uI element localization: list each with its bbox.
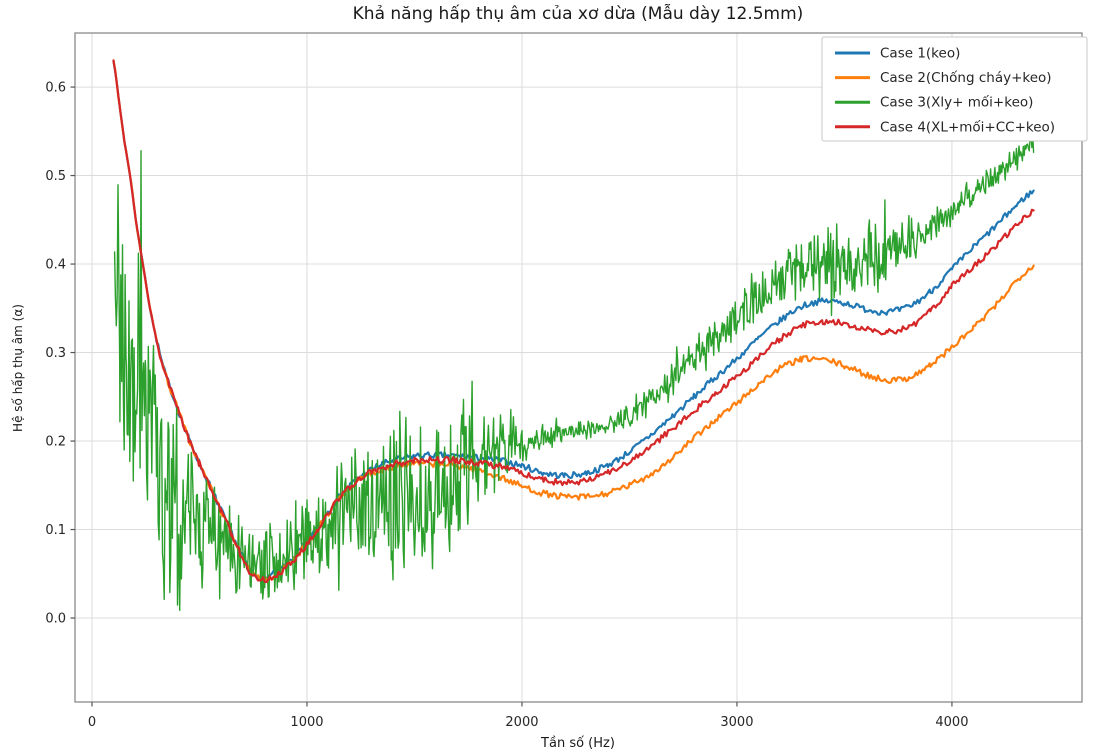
plot-border bbox=[74, 32, 1083, 703]
y-tick-label-0: 0.0 bbox=[45, 612, 66, 627]
x-axis-ticks: 0 1000 2000 3000 4000 bbox=[88, 702, 968, 730]
x-tick-label-1000: 1000 bbox=[290, 715, 323, 730]
y-tick-label-0.3: 0.3 bbox=[45, 346, 66, 361]
y-axis-label: Hệ số hấp thụ âm (α) bbox=[11, 304, 25, 432]
curve-case3 bbox=[113, 135, 1035, 612]
y-tick-label-0.1: 0.1 bbox=[45, 523, 66, 538]
y-tick-label-0.4: 0.4 bbox=[45, 258, 66, 273]
data-curves bbox=[112, 59, 1035, 612]
y-tick-label-0.6: 0.6 bbox=[45, 81, 66, 96]
legend: Case 1(keo) Case 2(Chống cháy+keo) Case … bbox=[821, 36, 1088, 142]
y-tick-label-0.5: 0.5 bbox=[45, 169, 66, 184]
y-axis-ticks: 0.0 0.1 0.2 0.3 0.4 0.5 0.6 bbox=[45, 81, 75, 627]
plot-area bbox=[75, 33, 1082, 702]
legend-box bbox=[821, 36, 1088, 142]
chart-title: Khả năng hấp thụ âm của xơ dừa (Mẫu dày … bbox=[353, 3, 804, 24]
legend-item-case2: Case 2(Chống cháy+keo) bbox=[835, 69, 1052, 86]
legend-label-case4: Case 4(XL+mối+CC+keo) bbox=[880, 118, 1055, 135]
curve-case4 bbox=[112, 59, 1035, 584]
x-tick-label-4000: 4000 bbox=[935, 715, 968, 730]
x-axis-label: Tần số (Hz) bbox=[540, 736, 615, 751]
legend-label-case3: Case 3(Xly+ mối+keo) bbox=[880, 94, 1033, 111]
x-tick-label-3000: 3000 bbox=[720, 715, 753, 730]
legend-label-case2: Case 2(Chống cháy+keo) bbox=[880, 69, 1052, 86]
gridlines bbox=[75, 33, 1082, 702]
x-tick-label-0: 0 bbox=[88, 715, 96, 730]
legend-item-case3: Case 3(Xly+ mối+keo) bbox=[835, 94, 1033, 111]
legend-item-case1: Case 1(keo) bbox=[835, 46, 960, 62]
x-tick-label-2000: 2000 bbox=[505, 715, 538, 730]
y-tick-label-0.2: 0.2 bbox=[45, 435, 66, 450]
legend-label-case1: Case 1(keo) bbox=[880, 46, 960, 62]
legend-item-case4: Case 4(XL+mối+CC+keo) bbox=[835, 118, 1055, 135]
